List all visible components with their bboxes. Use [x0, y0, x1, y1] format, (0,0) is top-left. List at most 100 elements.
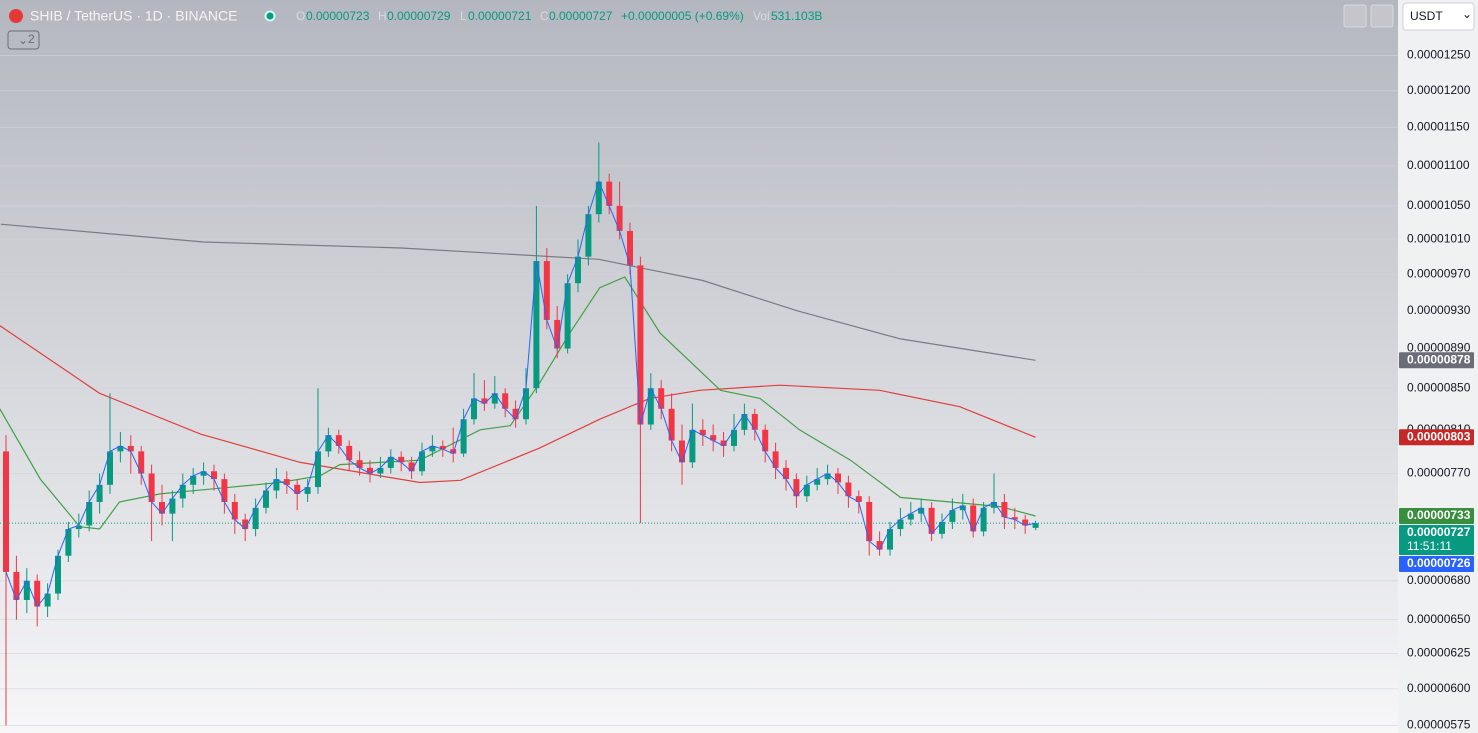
candle-body	[304, 487, 311, 494]
candle-body	[491, 393, 498, 404]
candle-body	[367, 467, 373, 474]
ohlc-value: 0.00000727	[549, 9, 613, 23]
candle-body	[876, 541, 883, 550]
candle-body	[554, 319, 561, 349]
plot-background	[0, 0, 1398, 733]
price-badge	[1399, 352, 1474, 369]
indicator-toggle[interactable]	[7, 30, 40, 50]
ohlc-label: H	[378, 9, 387, 23]
ohlc-label: L	[460, 9, 467, 23]
candle-body	[1011, 517, 1018, 520]
candle-body	[720, 440, 727, 446]
candle-body	[679, 440, 685, 463]
candle-body	[575, 256, 581, 284]
candle-body	[86, 501, 93, 526]
candle-body	[471, 398, 477, 420]
candle-body	[523, 388, 529, 420]
candle-body	[34, 580, 41, 607]
candle-body	[793, 479, 800, 497]
price-badge	[1399, 507, 1474, 524]
candle-body	[1032, 523, 1039, 528]
candle-body	[887, 529, 893, 550]
candle-body	[325, 435, 332, 452]
price-badge	[1399, 524, 1474, 555]
candle-body	[949, 510, 956, 522]
candle-body	[658, 388, 665, 409]
candle-body	[356, 460, 363, 468]
candle-body	[55, 555, 61, 594]
candle-body	[1001, 501, 1008, 518]
y-tick-label: 0.00000850	[1407, 380, 1471, 394]
candle-body	[845, 482, 852, 497]
candle-body	[866, 501, 873, 542]
candle-body	[731, 429, 737, 446]
symbol: SHIB / TetherUS · 1D · BINANCE	[30, 8, 237, 24]
y-tick-label: 0.00000600	[1407, 681, 1471, 695]
candle-body	[481, 398, 488, 404]
price-badge-label: 0.00000727	[1407, 525, 1471, 539]
y-tick-label: 0.00001050	[1407, 198, 1471, 212]
symbol-logo	[9, 9, 23, 23]
candle-body	[460, 419, 467, 454]
candle-body	[263, 490, 269, 508]
candle-body	[907, 513, 914, 520]
candle-body	[606, 181, 613, 206]
candle-body	[699, 429, 706, 436]
candle-body	[429, 445, 436, 452]
candle-body	[408, 462, 415, 472]
candle-body	[96, 484, 103, 502]
candle-body	[980, 507, 987, 532]
candle-body	[824, 473, 831, 480]
chevron: ⌄	[1462, 7, 1472, 21]
candle-body	[512, 408, 519, 420]
candle-body	[543, 261, 550, 320]
price-badge-label: 0.00000726	[1407, 556, 1471, 570]
candle-body	[335, 435, 342, 446]
candle-body	[283, 479, 290, 485]
candle-body	[387, 456, 394, 468]
candle-body	[200, 471, 207, 476]
y-tick-label: 0.00000770	[1407, 466, 1471, 480]
candle-body	[1022, 519, 1029, 526]
candle-body	[190, 475, 197, 485]
y-tick-label: 0.00001100	[1407, 158, 1470, 172]
candle-body	[273, 479, 280, 491]
candle-body	[221, 479, 228, 502]
candle-body	[616, 205, 623, 231]
price-badge-label: 0.00000803	[1407, 429, 1471, 443]
candle-body	[23, 580, 30, 600]
candle-body	[138, 451, 145, 474]
candle-body	[398, 456, 405, 463]
candle-body	[127, 445, 134, 452]
candle-body	[148, 473, 155, 502]
candle-body	[772, 451, 779, 468]
ohlc-label: C	[540, 9, 549, 23]
candle-body	[689, 429, 696, 463]
candle-body	[75, 525, 82, 530]
y-tick-label: 0.00001250	[1407, 48, 1471, 62]
ohlc-label: O	[296, 9, 305, 23]
currency-select[interactable]	[1402, 2, 1475, 31]
candle-body	[117, 445, 124, 452]
candle-body	[65, 529, 72, 556]
ohlc-value: 0.00000723	[306, 9, 370, 23]
candle-body	[107, 451, 113, 485]
y-tick-label: 0.00001150	[1407, 120, 1470, 134]
candle-body	[939, 521, 945, 534]
moving-average	[0, 223, 1036, 361]
toolbar-button[interactable]	[1370, 4, 1394, 28]
candle-body	[377, 467, 384, 474]
candle-body	[814, 479, 821, 485]
candle-body	[647, 388, 654, 425]
indicator-count: 2	[28, 32, 35, 46]
candle-body	[595, 181, 602, 215]
candle-body	[637, 265, 644, 425]
ohlc-value: 0.00000721	[468, 9, 532, 23]
volume-label: Vol	[753, 9, 770, 23]
y-tick-label: 0.00000680	[1407, 573, 1471, 587]
toolbar-button[interactable]	[1343, 4, 1367, 28]
y-tick-label: 0.00000930	[1407, 303, 1471, 317]
ohlc-value: 0.00000729	[387, 9, 451, 23]
candle-body	[502, 393, 509, 409]
